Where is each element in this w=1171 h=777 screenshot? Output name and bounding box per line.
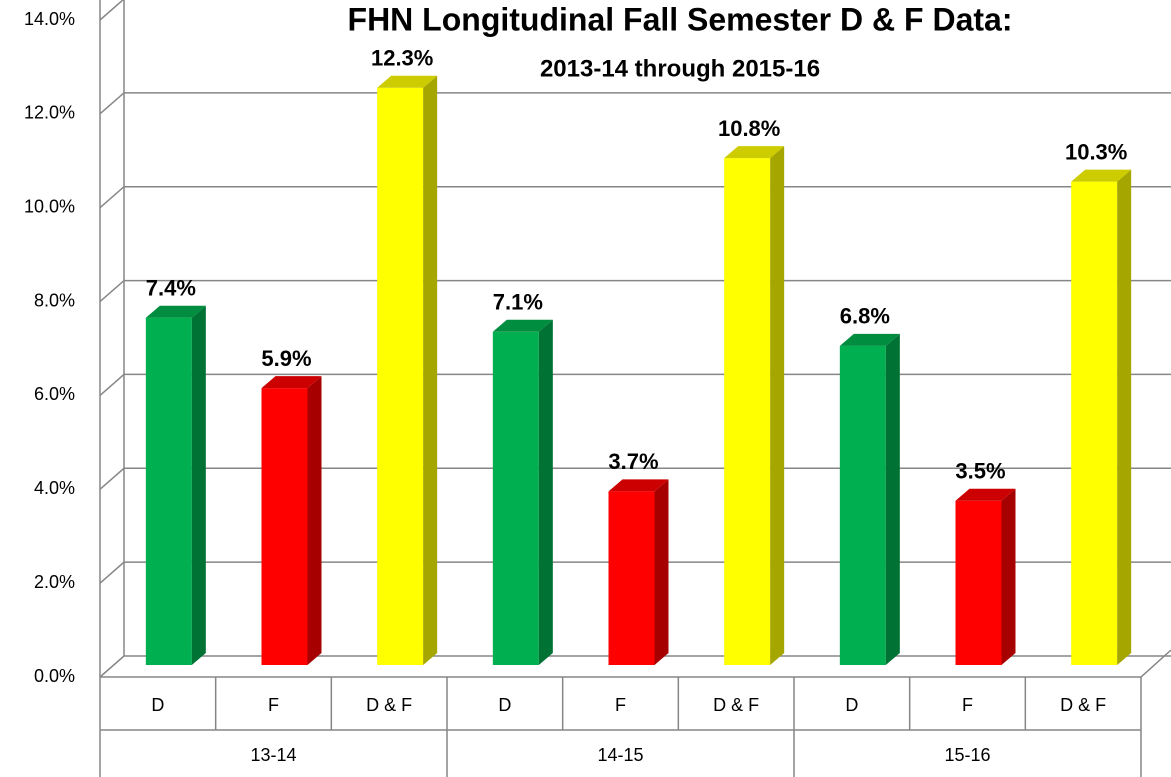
- value-label: 3.7%: [608, 449, 658, 474]
- bar-top: [1071, 169, 1132, 182]
- x-tick-label: D: [845, 695, 858, 715]
- bar-front: [1071, 181, 1118, 665]
- y-tick-label: 8.0%: [34, 290, 75, 310]
- bar: [839, 333, 900, 665]
- bar-front: [261, 388, 308, 665]
- value-label: 7.1%: [493, 290, 543, 315]
- bar-top: [724, 146, 785, 159]
- bar-front: [145, 317, 192, 665]
- bar: [261, 376, 322, 665]
- y-tick-label: 2.0%: [34, 572, 75, 592]
- x-tick-label: F: [268, 695, 279, 715]
- bar: [1071, 169, 1132, 665]
- y-tick-label: 14.0%: [24, 9, 75, 29]
- bar-top: [145, 305, 206, 318]
- x-tick-label: D & F: [1060, 695, 1106, 715]
- bar: [955, 488, 1016, 665]
- bar-side: [770, 146, 785, 665]
- x-tick-label: D: [498, 695, 511, 715]
- x-tick-label: D: [151, 695, 164, 715]
- x-tick-label: D & F: [713, 695, 759, 715]
- y-tick-label: 6.0%: [34, 384, 75, 404]
- y-tick-label: 12.0%: [24, 103, 75, 123]
- bar-top: [839, 333, 900, 346]
- group-label: 13-14: [250, 745, 296, 765]
- x-tick-label: D & F: [366, 695, 412, 715]
- bar: [492, 319, 553, 665]
- y-tick-label: 4.0%: [34, 478, 75, 498]
- bar-side: [1001, 488, 1016, 665]
- bar-front: [608, 491, 655, 665]
- bar-side: [307, 376, 322, 665]
- value-label: 3.5%: [955, 459, 1005, 484]
- value-label: 5.9%: [261, 346, 311, 371]
- bar-side: [1117, 169, 1132, 665]
- y-tick-label: 0.0%: [34, 666, 75, 686]
- bar-top: [608, 479, 669, 492]
- bar-front: [839, 345, 886, 665]
- bar-top: [377, 75, 438, 88]
- bar: [724, 146, 785, 665]
- value-label: 6.8%: [840, 304, 890, 329]
- bar-top: [955, 488, 1016, 501]
- bar-front: [377, 87, 424, 666]
- group-label: 15-16: [944, 745, 990, 765]
- grid-line: [99, 0, 124, 21]
- bar-side: [885, 333, 900, 665]
- y-tick-label: 10.0%: [24, 196, 75, 216]
- grid-line: [99, 279, 1171, 303]
- bar-side: [191, 305, 206, 665]
- bar-top: [261, 376, 322, 389]
- bar-side: [423, 75, 438, 666]
- bar-front: [492, 331, 539, 665]
- bar: [145, 305, 206, 665]
- chart-subtitle: 2013-14 through 2015-16: [540, 55, 820, 82]
- grid-line: [99, 92, 1171, 115]
- grid-line: [99, 373, 1171, 396]
- value-label: 12.3%: [371, 46, 433, 71]
- bar-side: [538, 319, 553, 665]
- value-label: 10.8%: [718, 116, 780, 141]
- x-tick-label: F: [962, 695, 973, 715]
- x-tick-label: F: [615, 695, 626, 715]
- bar-front: [955, 500, 1002, 665]
- bar: [608, 479, 669, 665]
- bar-side: [654, 479, 669, 665]
- bar-front: [724, 158, 771, 665]
- grid-line: [99, 185, 1171, 209]
- group-label: 14-15: [597, 745, 643, 765]
- value-label: 7.4%: [146, 276, 196, 301]
- bar-top: [492, 319, 553, 332]
- value-label: 10.3%: [1065, 139, 1127, 164]
- bar: [377, 75, 438, 666]
- chart-title: FHN Longitudinal Fall Semester D & F Dat…: [348, 1, 1013, 37]
